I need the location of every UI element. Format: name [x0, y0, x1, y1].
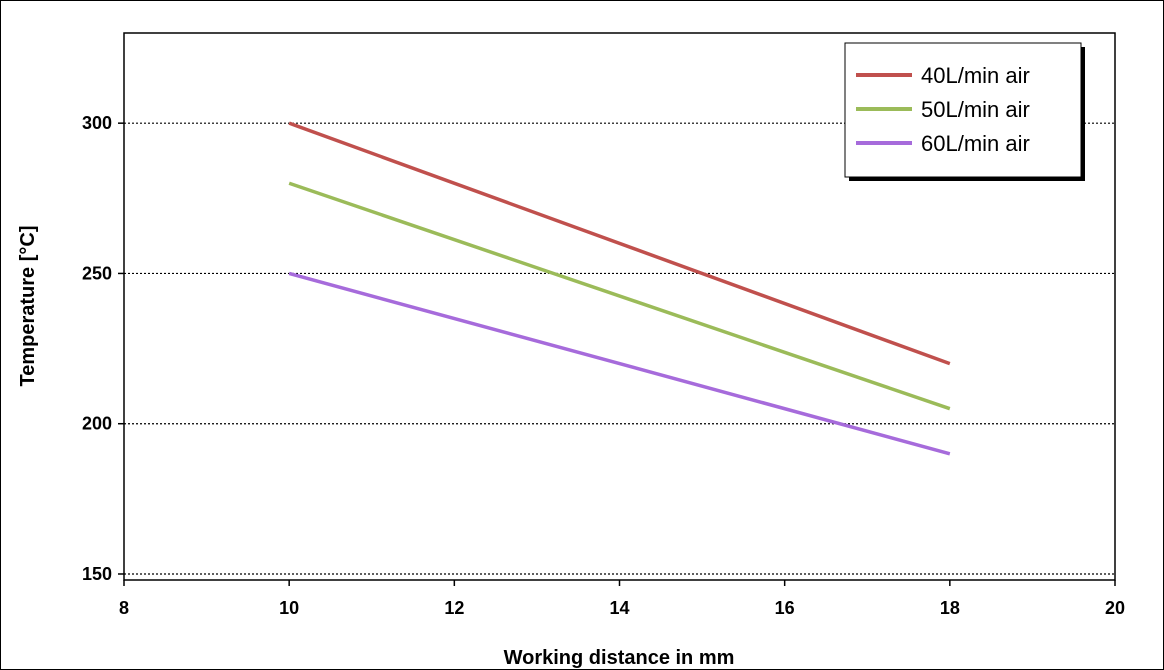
- y-tick-label: 250: [82, 263, 112, 283]
- x-tick-label: 20: [1105, 598, 1125, 618]
- x-axis-label: Working distance in mm: [504, 647, 735, 669]
- x-tick-label: 18: [940, 598, 960, 618]
- series-line: [288, 181, 951, 411]
- y-tick-label: 200: [82, 414, 112, 434]
- series-line: [288, 121, 951, 366]
- x-tick-label: 14: [609, 598, 629, 618]
- x-tick-label: 8: [119, 598, 129, 618]
- legend-label: 60L/min air: [921, 131, 1030, 156]
- y-tick-label: 150: [82, 564, 112, 584]
- x-tick-label: 10: [279, 598, 299, 618]
- series-line: [288, 271, 951, 456]
- legend-label: 50L/min air: [921, 97, 1030, 122]
- y-tick-label: 300: [82, 113, 112, 133]
- x-tick-label: 16: [775, 598, 795, 618]
- y-axis-label: Temperature [°C]: [17, 226, 39, 387]
- x-tick-label: 12: [444, 598, 464, 618]
- legend-label: 40L/min air: [921, 63, 1030, 88]
- legend: 40L/min air 50L/min air 60L/min air: [844, 42, 1085, 181]
